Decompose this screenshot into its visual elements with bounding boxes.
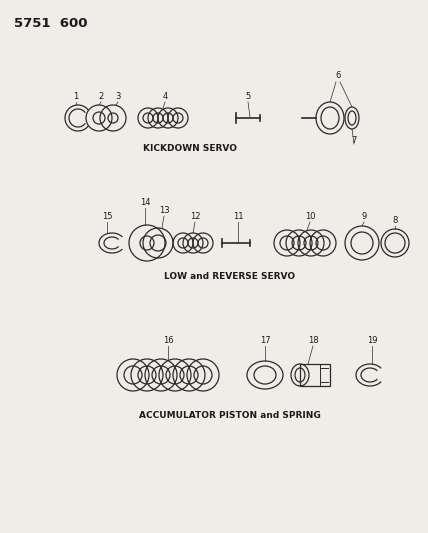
Text: 2: 2 xyxy=(98,92,104,101)
Text: 9: 9 xyxy=(361,212,367,221)
Text: 14: 14 xyxy=(140,198,150,207)
Text: 3: 3 xyxy=(115,92,121,101)
Text: 11: 11 xyxy=(233,212,243,221)
Text: 18: 18 xyxy=(308,336,318,345)
Text: 13: 13 xyxy=(159,206,169,215)
Text: ACCUMULATOR PISTON and SPRING: ACCUMULATOR PISTON and SPRING xyxy=(139,411,321,420)
Text: 4: 4 xyxy=(162,92,168,101)
Text: 5751  600: 5751 600 xyxy=(14,17,87,30)
Text: 6: 6 xyxy=(335,71,341,80)
Text: 1: 1 xyxy=(73,92,79,101)
Text: LOW and REVERSE SERVO: LOW and REVERSE SERVO xyxy=(164,272,296,281)
Text: 10: 10 xyxy=(305,212,315,221)
Text: 12: 12 xyxy=(190,212,200,221)
Text: KICKDOWN SERVO: KICKDOWN SERVO xyxy=(143,144,237,153)
Text: 19: 19 xyxy=(367,336,377,345)
Text: 17: 17 xyxy=(260,336,270,345)
Text: 8: 8 xyxy=(392,216,398,225)
Text: 16: 16 xyxy=(163,336,173,345)
Text: 5: 5 xyxy=(245,92,251,101)
Text: 15: 15 xyxy=(102,212,112,221)
Text: 7: 7 xyxy=(351,136,357,145)
Bar xyxy=(300,364,330,386)
